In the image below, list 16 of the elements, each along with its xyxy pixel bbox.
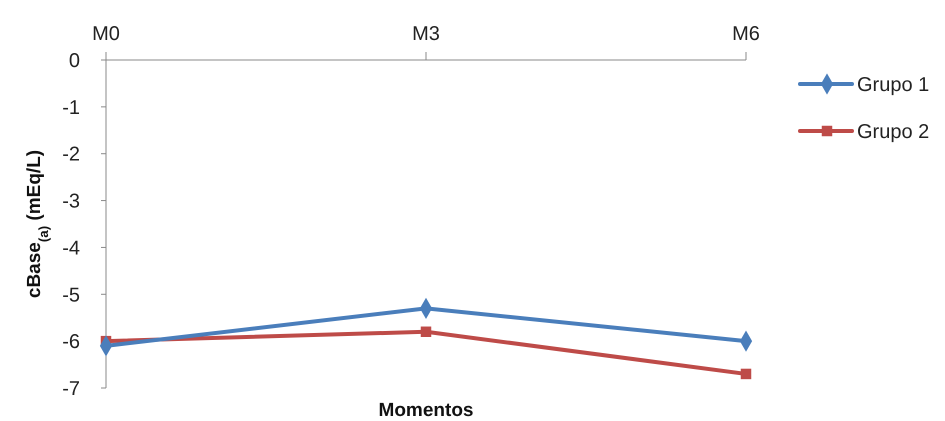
y-tick-label: -5 bbox=[62, 284, 80, 306]
x-tick-label: M0 bbox=[92, 23, 120, 45]
legend-label: Grupo 1 bbox=[857, 74, 930, 96]
y-tick-label: -1 bbox=[62, 96, 80, 119]
y-tick-label: -6 bbox=[62, 331, 80, 354]
point bbox=[420, 326, 432, 338]
y-tick-label: -2 bbox=[62, 144, 80, 166]
y-tick-label: -3 bbox=[62, 190, 80, 213]
x-tick-label: M6 bbox=[732, 23, 760, 45]
x-tick-label: M3 bbox=[412, 23, 440, 45]
legend-label: Grupo 2 bbox=[857, 121, 930, 143]
y-tick-label: -4 bbox=[62, 237, 80, 260]
y-tick-label: 0 bbox=[68, 50, 80, 72]
y-tick-label: -7 bbox=[62, 378, 80, 400]
x-axis-title: Momentos bbox=[378, 400, 474, 421]
point bbox=[740, 368, 752, 380]
